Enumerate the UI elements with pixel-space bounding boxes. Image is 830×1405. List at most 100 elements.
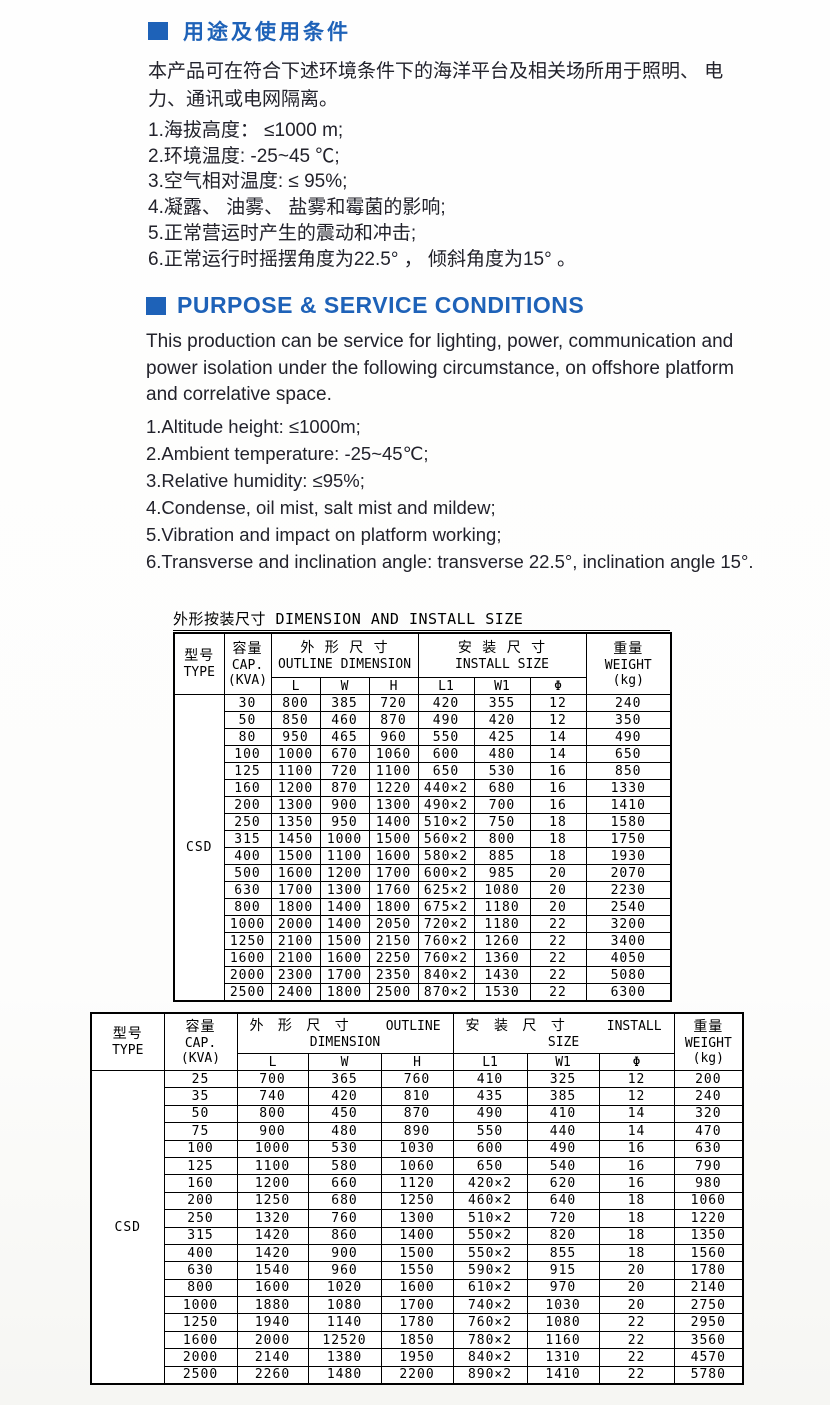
data-cell: 1140 (307, 1313, 382, 1332)
header-cap-en: CAP. (184, 1035, 217, 1051)
data-cell: 420×2 (452, 1174, 528, 1193)
data-cell: 20 (529, 898, 587, 916)
data-cell: 1430 (473, 966, 531, 984)
data-cell: 1500 (270, 847, 321, 865)
data-cell: 800 (163, 1278, 238, 1298)
data-cell: 720 (526, 1209, 600, 1228)
data-cell: 550 (452, 1122, 528, 1141)
data-cell: 960 (368, 728, 419, 746)
data-cell: 650 (452, 1156, 528, 1176)
data-cell: 660 (307, 1174, 382, 1193)
data-cell: 460×2 (452, 1191, 528, 1211)
data-cell: 1300 (270, 796, 321, 814)
data-cell: 1400 (319, 915, 370, 933)
header-install-en2: SIZE (547, 1034, 580, 1050)
data-cell: 200 (163, 1191, 238, 1211)
data-cell: 760 (380, 1069, 454, 1089)
data-cell: 1850 (380, 1330, 454, 1350)
data-cell: 2100 (270, 949, 321, 967)
data-cell: 1060 (380, 1156, 454, 1176)
table-row: 125 1100 720 1100 650 530 16 850 (174, 762, 672, 780)
table-row: 200 1300 900 1300 490×2 700 16 1410 (174, 796, 672, 814)
data-cell: 1250 (223, 932, 272, 950)
data-cell: 2000 (236, 1330, 309, 1350)
data-cell: 470 (673, 1122, 744, 1141)
data-cell: 700 (236, 1069, 309, 1089)
table-row: 250 1350 950 1400 510×2 750 18 1580 (174, 813, 672, 831)
header-type-cn: 型号 (184, 648, 215, 664)
data-cell: 2250 (368, 949, 419, 967)
data-cell: 1200 (319, 864, 370, 882)
subheader-L1: L1 (417, 677, 475, 695)
data-cell: 30 (223, 694, 272, 712)
table-row: CSD 30 800 385 720 420 355 12 240 (173, 694, 672, 1002)
table-row: 1600 2100 1600 2250 760×2 1360 22 4050 (174, 949, 672, 967)
data-cell: 780×2 (452, 1330, 528, 1350)
data-cell: 490 (585, 728, 672, 746)
type-value-cell: CSD (90, 1070, 165, 1385)
data-cell: 22 (529, 932, 587, 950)
data-cell: 365 (307, 1069, 382, 1089)
intro-paragraph-cn: 本产品可在符合下述环境条件下的海洋平台及相关场所用于照明、 电力、通讯或电网隔离… (148, 61, 724, 110)
data-cell: 1450 (270, 830, 321, 848)
data-cell: 760×2 (452, 1313, 528, 1332)
data-cell: 890×2 (452, 1365, 528, 1385)
data-cell: 1200 (236, 1174, 309, 1193)
data-cell: 510×2 (452, 1209, 528, 1228)
header-type-cn: 型号 (112, 1026, 143, 1042)
data-cell: 200 (673, 1069, 744, 1089)
data-cell: 1560 (673, 1243, 744, 1263)
data-cell: 950 (319, 813, 370, 831)
data-cell: 20 (598, 1261, 675, 1280)
data-cell: 3400 (585, 932, 672, 950)
data-cell: 1760 (368, 881, 419, 899)
data-cell: 1300 (319, 881, 370, 899)
data-cell: 435 (452, 1087, 528, 1106)
condition-item: 3.空气相对温度: ≤ 95%; (148, 171, 348, 193)
data-cell: 18 (598, 1191, 675, 1211)
data-cell: 1180 (473, 915, 531, 933)
data-cell: 385 (526, 1087, 600, 1106)
table-row: 125 1100 580 1060 650 540 16 790 (91, 1156, 744, 1176)
dimension-table-1: 外形按装尺寸 DIMENSION AND INSTALL SIZE 型号 TYP… (173, 609, 672, 1002)
data-cell: 740×2 (452, 1296, 528, 1315)
data-cell: 2500 (163, 1365, 238, 1385)
table-row: 100 1000 530 1030 600 490 16 630 (91, 1139, 744, 1158)
data-cell: 160 (223, 779, 272, 797)
data-cell: 820 (526, 1226, 600, 1245)
section-title-en: PURPOSE & SERVICE CONDITIONS (177, 292, 585, 318)
data-cell: 500 (223, 864, 272, 882)
data-cell: 850 (585, 762, 672, 780)
table-row: 35 740 420 810 435 385 12 240 (91, 1087, 744, 1106)
data-cell: 75 (163, 1122, 238, 1141)
data-cell: 560×2 (417, 830, 475, 848)
data-cell: 16 (598, 1156, 675, 1176)
table-row: 1600 2000 12520 1850 780×2 1160 22 3560 (91, 1330, 744, 1350)
header-weight-cn: 重量 (693, 1018, 724, 1035)
subheader-L: L (236, 1053, 309, 1071)
data-cell: 250 (163, 1209, 238, 1228)
condition-item: 5.Vibration and impact on platform worki… (146, 523, 502, 545)
data-cell: 16 (529, 762, 587, 780)
data-cell: 790 (673, 1156, 744, 1176)
header-outline-cn: 外 形 尺 寸 (300, 639, 389, 656)
table-row: 160 1200 870 1220 440×2 680 16 1330 (174, 779, 672, 797)
data-cell: 1600 (163, 1330, 238, 1350)
header-weight-en: WEIGHT (604, 657, 652, 673)
data-cell: 22 (598, 1330, 675, 1350)
data-cell: 1780 (673, 1261, 744, 1280)
data-cell: 855 (526, 1243, 600, 1263)
table-row: 200 1250 680 1250 460×2 640 18 1060 (91, 1191, 744, 1211)
data-cell: 1780 (380, 1313, 454, 1332)
data-cell: 800 (270, 694, 321, 712)
data-cell: 1420 (236, 1226, 309, 1245)
header-outline-cn: 外 形 尺 寸 (249, 1017, 352, 1034)
table-row: 2000 2140 1380 1950 840×2 1310 22 4570 (91, 1348, 744, 1367)
data-cell: 2070 (585, 864, 672, 882)
header-weight-cn: 重量 (613, 640, 644, 657)
data-cell: 200 (223, 796, 272, 814)
data-cell: 870×2 (417, 983, 475, 1002)
data-cell: 240 (585, 694, 672, 712)
condition-item: 3.Relative humidity: ≤95%; (146, 469, 365, 491)
data-cell: 18 (598, 1226, 675, 1245)
